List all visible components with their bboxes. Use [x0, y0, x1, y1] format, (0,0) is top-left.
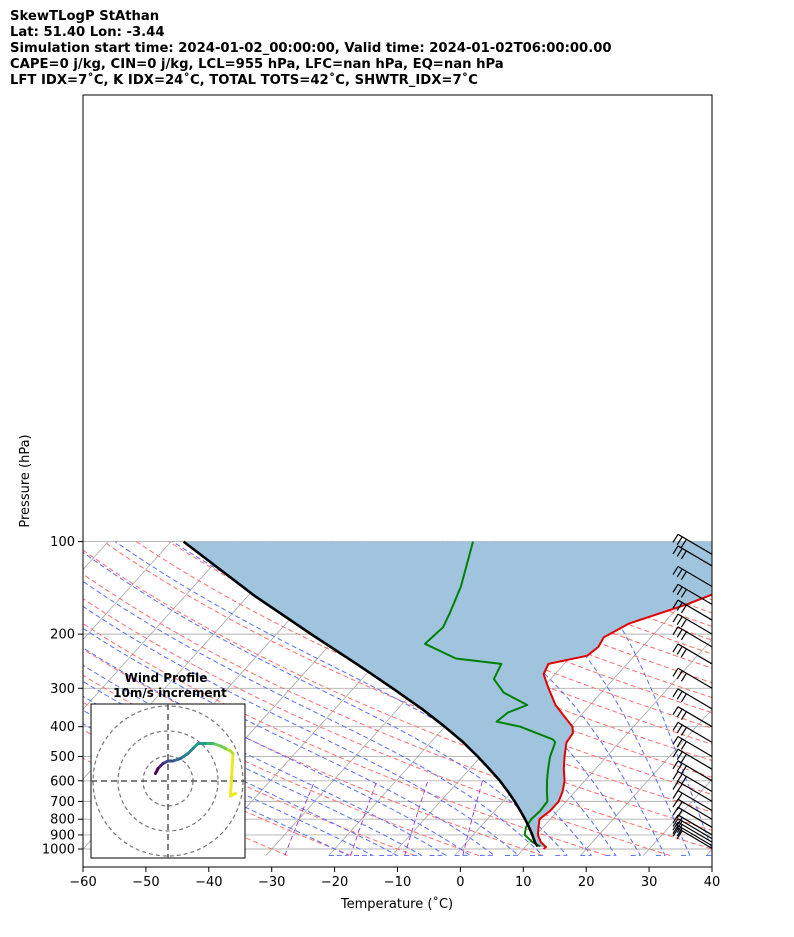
wind-barbs [672, 533, 713, 849]
isotherm-line [643, 778, 712, 856]
y-tick-label: 400 [50, 720, 75, 735]
moist-adiabat [83, 664, 448, 856]
wind-barb [672, 533, 713, 555]
wind-barb [672, 721, 713, 743]
x-tick-label: −60 [69, 875, 96, 890]
y-tick-label: 900 [50, 828, 75, 843]
hodograph-plot [91, 704, 245, 858]
moist-adiabat [83, 627, 496, 856]
y-tick-label: 600 [50, 774, 75, 789]
y-tick-label: 800 [50, 813, 75, 828]
dry-adiabat [83, 648, 543, 856]
x-tick-label: 40 [704, 875, 721, 890]
wind-barb [672, 814, 713, 836]
moist-adiabat [83, 647, 472, 856]
moist-adiabat [83, 580, 544, 856]
wind-barb [672, 821, 713, 843]
temperature-profile [536, 593, 712, 850]
wind-barb [672, 613, 713, 635]
dry-adiabat [83, 674, 479, 856]
cape-cin-shading [183, 541, 712, 847]
moist-adiabat [243, 541, 641, 856]
x-tick-label: −30 [258, 875, 285, 890]
isotherm-line [769, 542, 794, 856]
hodograph-segment [179, 752, 190, 760]
wind-barb [672, 688, 713, 710]
wind-barb [672, 583, 713, 605]
hodograph-inset: Wind Profile 10m/s increment [90, 671, 246, 859]
wind-barb [672, 760, 713, 782]
moist-adiabat [83, 605, 520, 856]
y-tick-label: 500 [50, 750, 75, 765]
parcel-profile [182, 540, 539, 848]
moist-adiabat [550, 541, 712, 856]
isotherm-line [705, 848, 712, 856]
wind-barb [672, 735, 713, 757]
y-tick-label: 1000 [42, 843, 75, 858]
wind-barb [672, 566, 713, 588]
isotherm-line [83, 541, 235, 710]
hodograph-segment [154, 767, 160, 775]
isotherm-line [83, 541, 172, 641]
x-tick-label: 30 [641, 875, 658, 890]
x-tick-label: −40 [195, 875, 222, 890]
x-tick-label: −10 [384, 875, 411, 890]
hodograph-segment [229, 752, 235, 798]
wind-barb [672, 599, 713, 621]
y-axis-label: Pressure (hPa) [18, 434, 33, 527]
mixing-ratio-line [404, 780, 429, 856]
moist-adiabat [83, 551, 568, 856]
hodograph-ring [117, 730, 219, 832]
x-axis-label: Temperature (˚C) [340, 896, 453, 912]
inset-subtitle: 10m/s increment [113, 686, 227, 700]
x-tick-label: 0 [456, 875, 464, 890]
wind-barb [672, 667, 713, 689]
isotherm-line [83, 541, 298, 780]
mixing-ratio-line [350, 780, 378, 856]
mixing-ratio-line [284, 780, 316, 856]
y-tick-label: 700 [50, 795, 75, 810]
dry-adiabat [331, 541, 712, 699]
isotherm-line [0, 542, 45, 856]
dry-adiabat [83, 597, 671, 856]
wind-barb [672, 818, 713, 840]
cape-info: CAPE=0 j/kg, CIN=0 j/kg, LCL=955 hPa, LF… [10, 57, 504, 72]
mixing-ratio-line [462, 780, 483, 856]
x-tick-label: −20 [321, 875, 348, 890]
wind-barb [672, 825, 713, 847]
dry-adiabat [83, 573, 712, 850]
x-tick-label: −50 [132, 875, 159, 890]
isotherm-line [517, 638, 712, 856]
y-tick-label: 300 [50, 682, 75, 697]
wind-barb [672, 790, 713, 812]
location-info: Lat: 51.40 Lon: -3.44 [10, 25, 165, 40]
wind-barb [672, 626, 713, 648]
wind-barb [672, 780, 713, 802]
axis-ticks: −60 −50 −40 −30 −20 −10 0 10 20 30 40 100 200 300 400 5… [42, 535, 720, 890]
x-tick-label: 20 [578, 875, 595, 890]
chart-title: SkewTLogP StAthan [10, 9, 160, 24]
y-tick-label: 100 [50, 535, 75, 550]
wind-barb [672, 706, 713, 728]
wind-barb [672, 545, 713, 567]
time-info: Simulation start time: 2024-01-02_00:00:… [10, 41, 612, 56]
x-tick-label: 10 [515, 875, 532, 890]
inset-title: Wind Profile [125, 671, 208, 685]
wind-barb [672, 643, 713, 665]
index-info: LFT IDX=7˚C, K IDX=24˚C, TOTAL TOTS=42˚C… [10, 73, 478, 88]
dewpoint-profile [424, 541, 557, 848]
wind-barb [672, 827, 713, 849]
wind-barb [672, 770, 713, 793]
y-tick-label: 200 [50, 628, 75, 643]
wind-barb [672, 748, 713, 770]
dry-adiabat [103, 541, 712, 813]
